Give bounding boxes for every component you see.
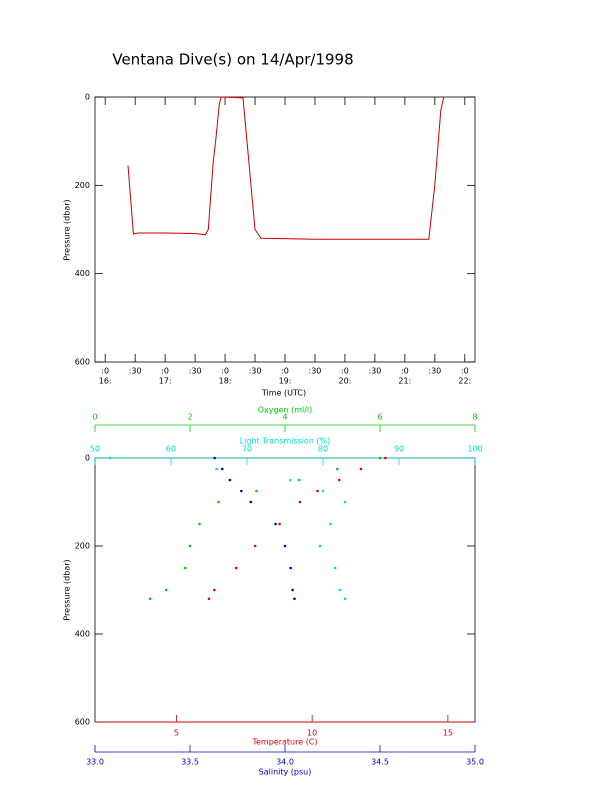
x-tick-label: 4	[282, 413, 287, 422]
x-tick-label: :30	[428, 367, 441, 376]
x-tick-label: :0	[221, 367, 229, 376]
profile-point	[321, 489, 325, 493]
profile-point	[217, 500, 220, 504]
x-tick-label: :0	[401, 367, 409, 376]
y-tick-label: 600	[75, 358, 90, 367]
profile-point	[318, 544, 322, 548]
profile-point	[298, 500, 302, 504]
x-tick-label: 15	[443, 729, 453, 738]
profile-point	[291, 588, 294, 592]
profile-point	[297, 478, 301, 482]
y-tick-label: 0	[85, 93, 90, 102]
profile-point	[213, 588, 216, 592]
x-tick-label: :0	[341, 367, 349, 376]
profile-point	[289, 478, 292, 482]
x-hour-label: 21:	[398, 377, 411, 386]
profile-point	[207, 597, 211, 601]
x-hour-label: 18:	[219, 377, 232, 386]
x-axis-title: Salinity (psu)	[259, 768, 312, 777]
profile-point	[240, 489, 243, 493]
x-tick-label: :30	[249, 367, 262, 376]
chart-title: Ventana Dive(s) on 14/Apr/1998	[112, 51, 353, 69]
x-axis-title: Light Transmission (%)	[240, 437, 331, 446]
x-tick-label: 10	[307, 729, 317, 738]
profile-point	[215, 467, 218, 471]
x-tick-label: 90	[394, 445, 404, 454]
x-tick-label: 100	[467, 445, 482, 454]
x-tick-label: :30	[368, 367, 381, 376]
dive-track	[127, 96, 445, 240]
profile-point	[188, 544, 192, 548]
profile-point	[384, 456, 387, 460]
profile-point	[253, 544, 257, 548]
profile-point	[283, 544, 287, 548]
profile-point	[148, 597, 152, 601]
x-tick-label: 70	[242, 445, 252, 454]
profile-point	[249, 500, 253, 504]
profile-point	[108, 456, 112, 460]
x-tick-label: :0	[101, 367, 109, 376]
profile-point	[337, 478, 341, 482]
profile-point	[329, 522, 332, 526]
profile-point	[343, 597, 347, 601]
profile-point	[183, 566, 187, 570]
profile-point	[228, 478, 232, 482]
profile-point	[164, 588, 168, 592]
profile-point	[234, 566, 238, 570]
x-tick-label: 80	[318, 445, 328, 454]
x-hour-label: 16:	[99, 377, 112, 386]
profile-point	[278, 522, 281, 526]
x-tick-label: 50	[90, 445, 100, 454]
profile-point	[293, 597, 296, 601]
x-hour-label: 19:	[279, 377, 292, 386]
y-tick-label: 400	[75, 269, 90, 278]
x-axis-title: Oxygen (ml/l)	[258, 406, 313, 415]
x-hour-label: 22:	[458, 377, 471, 386]
profile-point	[335, 467, 339, 471]
y-tick-label: 400	[75, 630, 90, 639]
x-tick-label: :0	[281, 367, 289, 376]
x-tick-label: :30	[189, 367, 202, 376]
x-tick-label: 6	[377, 413, 382, 422]
profile-point	[198, 522, 201, 526]
profile-point	[338, 588, 342, 592]
x-tick-label: 34.5	[371, 758, 389, 767]
y-axis-title: Pressure (dbar)	[63, 559, 72, 620]
profile-point	[289, 566, 293, 570]
x-hour-label: 20:	[338, 377, 351, 386]
x-tick-label: :0	[461, 367, 469, 376]
x-tick-label: 2	[187, 413, 192, 422]
x-hour-label: 17:	[159, 377, 172, 386]
y-tick-label: 600	[75, 718, 90, 727]
x-tick-label: :30	[309, 367, 322, 376]
x-tick-label: :30	[129, 367, 142, 376]
profile-point	[255, 489, 258, 493]
x-tick-label: 0	[92, 413, 97, 422]
profile-point	[378, 456, 382, 460]
profile-point	[359, 467, 363, 471]
plot-frame	[94, 457, 476, 723]
x-tick-label: 33.0	[86, 758, 104, 767]
x-tick-label: 33.5	[181, 758, 199, 767]
x-axis-title: Time (UTC)	[261, 389, 306, 398]
x-tick-label: 5	[174, 729, 179, 738]
profile-point	[221, 467, 224, 471]
y-axis-title: Pressure (dbar)	[63, 199, 72, 260]
profile-point	[333, 566, 337, 570]
profile-point	[213, 456, 216, 460]
x-tick-label: 35.0	[466, 758, 484, 767]
x-axis-title: Temperature (C)	[251, 738, 317, 747]
y-tick-label: 200	[75, 181, 90, 190]
plot-frame	[94, 96, 476, 363]
x-tick-label: 34.0	[276, 758, 294, 767]
x-tick-label: 60	[166, 445, 176, 454]
x-tick-label: 8	[472, 413, 477, 422]
profile-point	[274, 522, 277, 526]
x-tick-label: :0	[161, 367, 169, 376]
profile-point	[343, 500, 347, 504]
profile-point	[316, 489, 319, 493]
y-tick-label: 200	[75, 542, 90, 551]
y-tick-label: 0	[85, 454, 90, 463]
